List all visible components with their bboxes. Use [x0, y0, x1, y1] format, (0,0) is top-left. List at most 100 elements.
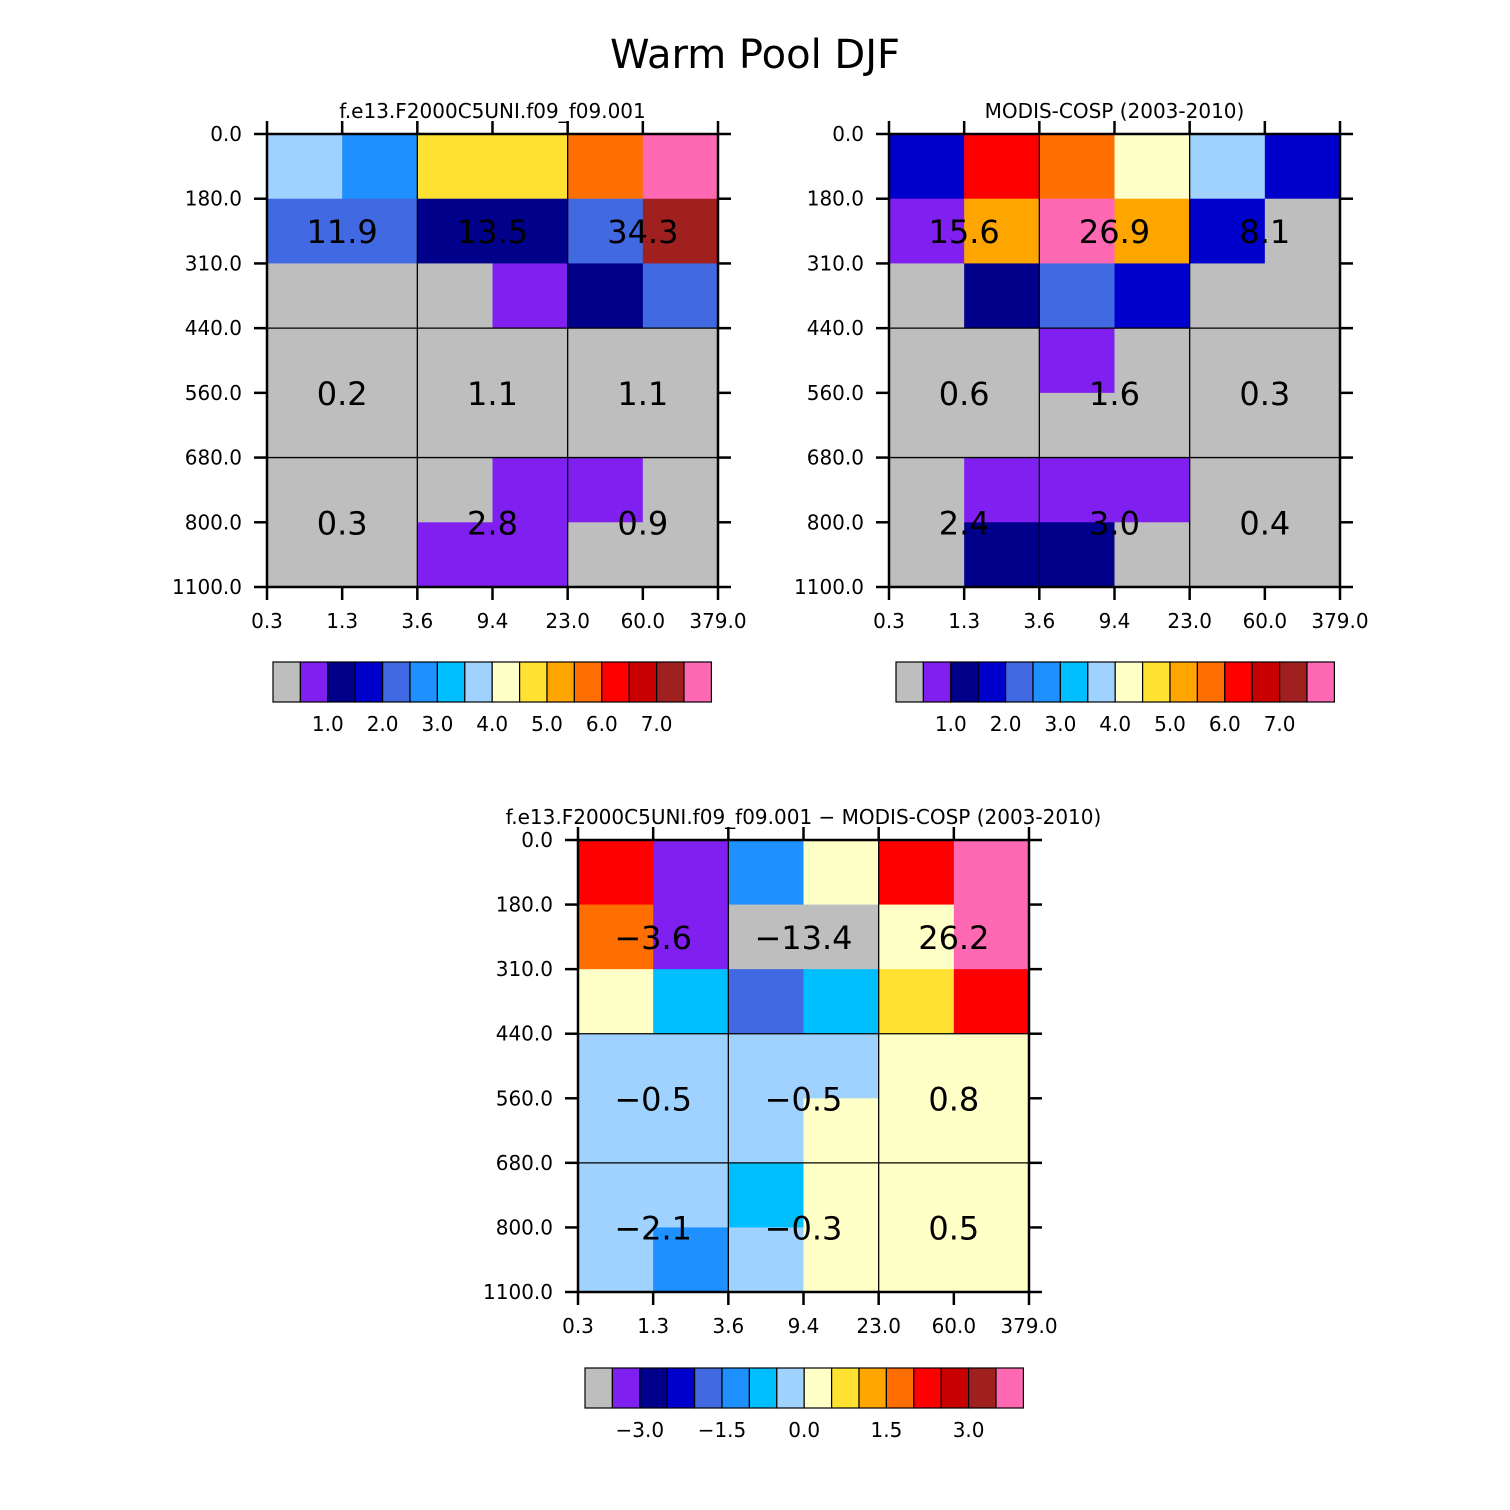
colorbar-tick-label: 4.0	[1099, 712, 1131, 736]
heatmap-cell	[953, 1162, 1030, 1229]
colorbar-swatch	[1114, 661, 1144, 703]
heatmap-cell	[653, 969, 729, 1035]
heatmap-cell	[567, 392, 644, 459]
block-value-label: −13.4	[754, 919, 852, 957]
heatmap-cell	[267, 392, 343, 459]
heatmap-cell	[878, 969, 955, 1035]
heatmap-cell	[878, 840, 955, 906]
block-value-label: 0.8	[928, 1080, 979, 1118]
colorbar-swatch	[885, 1367, 915, 1409]
block-value-label: 0.9	[617, 504, 668, 542]
colorbar-swatch	[803, 1367, 833, 1409]
colorbar-swatch	[776, 1367, 805, 1409]
heatmap-cell	[417, 134, 494, 200]
block-value-label: 2.4	[939, 504, 990, 542]
colorbar-swatch	[683, 661, 712, 703]
heatmap-cell	[1114, 522, 1191, 588]
heatmap-cell	[567, 198, 644, 265]
y-tick-label: 560.0	[496, 1086, 553, 1110]
block-value-label: 15.6	[929, 213, 1000, 251]
heatmap-cell	[642, 134, 719, 200]
y-tick-label: 680.0	[496, 1151, 553, 1175]
heatmap-cell	[492, 392, 569, 459]
colorbar-swatch	[666, 1367, 696, 1409]
heatmap-cell	[803, 840, 880, 906]
heatmap-cell	[1264, 263, 1341, 329]
colorbar-tick-label: 0.0	[788, 1418, 820, 1442]
x-tick-label: 0.3	[873, 609, 905, 633]
heatmap-cell	[878, 1033, 955, 1099]
y-tick-label: 0.0	[521, 828, 553, 852]
heatmap-cell	[342, 522, 418, 588]
heatmap-cell	[964, 392, 1040, 459]
colorbar-tick-label: 1.5	[870, 1418, 902, 1442]
heatmap-cell	[342, 457, 418, 523]
heatmap-cell	[492, 522, 569, 588]
heatmap-cell	[342, 198, 418, 265]
heatmap-cell	[889, 457, 965, 523]
y-tick-label: 440.0	[185, 316, 242, 340]
x-tick-label: 379.0	[1000, 1314, 1057, 1338]
heatmap-cell	[653, 1033, 729, 1099]
colorbar-swatch	[858, 1367, 887, 1409]
x-tick-label: 9.4	[477, 609, 509, 633]
heatmap-cell	[267, 134, 343, 200]
heatmap-cell	[1264, 198, 1341, 265]
heatmap-cell	[1189, 263, 1266, 329]
y-tick-label: 1100.0	[794, 575, 864, 599]
colorbar-swatch	[628, 661, 658, 703]
colorbar-swatch	[1004, 661, 1034, 703]
block-value-label: 13.5	[457, 213, 528, 251]
heatmap-cell	[342, 328, 418, 394]
heatmap-cell	[964, 134, 1040, 200]
colorbar-tick-label: 5.0	[1154, 712, 1186, 736]
colorbar-swatch	[950, 661, 979, 703]
heatmap-cell	[728, 1227, 805, 1293]
block-value-label: 11.9	[307, 213, 378, 251]
heatmap-cell	[964, 328, 1040, 394]
colorbar-swatch	[611, 1367, 641, 1409]
heatmap-cell	[1039, 328, 1116, 394]
heatmap-cell	[1039, 198, 1116, 265]
y-tick-label: 180.0	[185, 187, 242, 211]
x-tick-label: 60.0	[1243, 609, 1288, 633]
heatmap-cell	[1039, 457, 1116, 523]
heatmap-cell	[653, 1162, 729, 1229]
heatmap-cell	[964, 198, 1040, 265]
colorbar-tick-label: 2.0	[367, 712, 399, 736]
colorbar-swatch	[464, 661, 493, 703]
y-tick-label: 680.0	[185, 446, 242, 470]
heatmap-cell	[1114, 198, 1191, 265]
colorbar-tick-label: 3.0	[421, 712, 453, 736]
heatmap-cell	[889, 198, 965, 265]
panel-title: f.e13.F2000C5UNI.f09_f09.001 − MODIS-COS…	[506, 805, 1102, 829]
heatmap-cell	[889, 522, 965, 588]
heatmap-cell	[492, 198, 569, 265]
colorbar-swatch	[1196, 661, 1226, 703]
colorbar-tick-label: 1.0	[935, 712, 967, 736]
heatmap-cell	[803, 1162, 880, 1229]
heatmap-cell	[889, 263, 965, 329]
heatmap-cell	[1189, 392, 1266, 459]
heatmap-cell	[267, 328, 343, 394]
block-value-label: 0.5	[928, 1209, 979, 1247]
colorbar-tick-label: 3.0	[1044, 712, 1076, 736]
heatmap-cell	[803, 1227, 880, 1293]
colorbar-swatch	[922, 661, 952, 703]
heatmap-cell	[953, 969, 1030, 1035]
heatmap-cell	[1264, 392, 1341, 459]
heatmap-cell	[1264, 328, 1341, 394]
colorbar-tick-label: 4.0	[476, 712, 508, 736]
block-value-label: −0.5	[765, 1080, 843, 1118]
colorbar-swatch	[995, 1367, 1024, 1409]
heatmap-cell	[1189, 134, 1266, 200]
block-value-label: 1.1	[617, 375, 668, 413]
colorbar-swatch	[830, 1367, 860, 1409]
colorbar-swatch	[601, 661, 630, 703]
heatmap-cell	[1114, 457, 1191, 523]
heatmap-cell	[889, 134, 965, 200]
heatmap-cell	[728, 1033, 805, 1099]
heatmap-cell	[964, 457, 1040, 523]
heatmap-cell	[267, 263, 343, 329]
